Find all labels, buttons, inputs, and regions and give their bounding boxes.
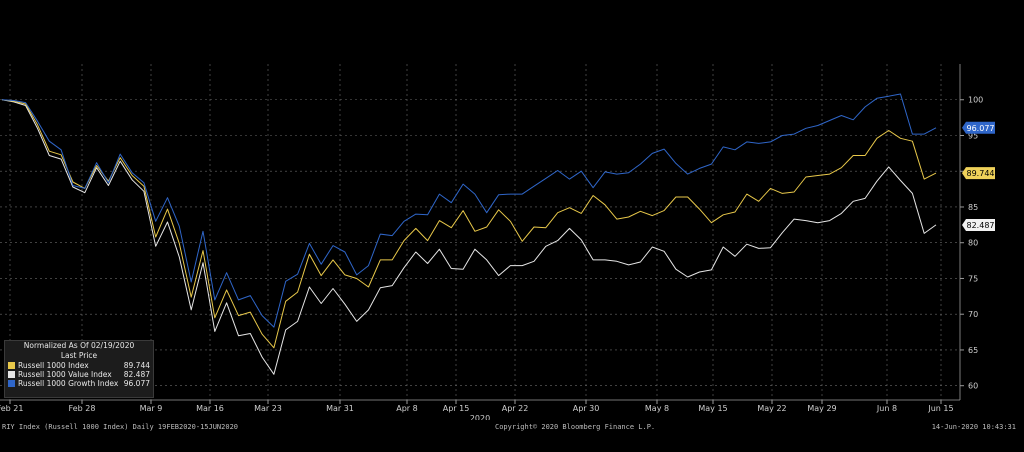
y-tick-label: 80 [968,239,978,248]
x-tick-label: Apr 15 [443,404,470,413]
legend-label: Russell 1000 Value Index [18,370,112,379]
footer-timestamp: 14-Jun-2020 10:43:31 [931,423,1016,431]
x-tick-label: Feb 21 [0,404,23,413]
legend-row-russell-1000-value: Russell 1000 Value Index 82.487 [5,370,153,379]
y-tick-label: 75 [968,274,978,283]
legend-value: 96.077 [123,379,150,388]
x-tick-label: Apr 22 [502,404,529,413]
last-value-label: 89.744 [967,169,995,178]
x-tick-label: Apr 30 [573,404,600,413]
legend-subtitle: Last Price [60,351,98,360]
legend-row-russell-1000-growth: Russell 1000 Growth Index 96.077 [5,379,153,388]
legend-row-russell-1000: Russell 1000 Index 89.744 [5,361,153,370]
legend-value: 89.744 [123,361,150,370]
x-tick-label: Mar 23 [254,404,282,413]
x-tick-label: Jun 8 [876,404,897,413]
y-tick-label: 70 [968,310,978,319]
x-tick-label: Apr 8 [396,404,417,413]
x-tick-label: May 8 [645,404,669,413]
y-axis-ticks: 6065707580859095100 [960,96,983,391]
legend-label: Russell 1000 Index [18,361,89,370]
y-tick-label: 60 [968,382,978,391]
series-line-2 [1,93,937,328]
last-value-badge [962,121,995,134]
legend-swatch-russell-1000 [8,362,15,369]
x-tick-label: Jun 15 [927,404,953,413]
x-tick-label: Mar 16 [196,404,224,413]
x-tick-label: May 15 [698,404,727,413]
legend-label: Russell 1000 Growth Index [18,379,119,388]
legend-swatch-russell-1000-value [8,371,15,378]
y-tick-label: 95 [968,131,978,140]
last-value-badge [962,167,995,180]
x-tick-label: Mar 31 [326,404,354,413]
x-tick-label: May 29 [807,404,836,413]
x-tick-label: May 22 [757,404,786,413]
last-value-badges: 89.744 82.487 96.077 [962,121,995,231]
x-tick-label: Feb 28 [69,404,96,413]
legend-swatch-russell-1000-growth [8,380,15,387]
x-axis-ticks: Feb 21 Feb 28 Mar 9 Mar 16 Mar 23 Mar 31 Apr 8… [0,400,954,413]
x-year-label: 2020 [470,414,490,420]
legend-title: Normalized As Of 02/19/2020 [23,341,135,350]
series-lines [1,93,937,375]
legend: Normalized As Of 02/19/2020 Last Price R… [4,340,154,398]
series-line-1 [1,99,937,375]
last-value-badge [962,218,995,231]
y-tick-label: 65 [968,346,978,355]
last-value-label: 82.487 [967,221,995,230]
series-line-0 [1,99,937,349]
footer-copyright: Copyright© 2020 Bloomberg Finance L.P. [495,423,656,431]
x-tick-label: Mar 9 [140,404,163,413]
y-tick-label: 85 [968,203,978,212]
y-tick-label: 100 [968,96,983,105]
last-value-label: 96.077 [967,124,995,133]
footer-security-info: RIY Index (Russell 1000 Index) Daily 19F… [2,423,239,431]
legend-value: 82.487 [123,370,150,379]
